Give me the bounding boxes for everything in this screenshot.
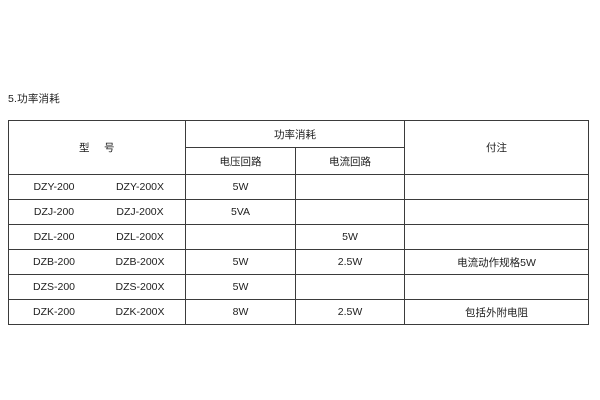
cell-current xyxy=(295,199,405,225)
table-row: DZK-200 DZK-200X 8W 2.5W 包括外附电阻 xyxy=(8,299,589,325)
cell-voltage: 5W xyxy=(185,249,296,275)
table-row: DZL-200 DZL-200X 5W xyxy=(8,224,589,250)
model-name-secondary: DZL-200X xyxy=(116,231,164,243)
cell-model: DZS-200 DZS-200X xyxy=(8,274,186,300)
cell-remark xyxy=(404,274,589,300)
table-header: 型号 功率消耗 付注 电压回路 电流回路 xyxy=(8,120,589,175)
header-cell-voltage-circuit: 电压回路 xyxy=(185,147,296,175)
model-name-secondary: DZB-200X xyxy=(115,256,165,268)
table-row: DZS-200 DZS-200X 5W xyxy=(8,274,589,300)
header-cell-remark: 付注 xyxy=(404,120,589,175)
cell-voltage: 5VA xyxy=(185,199,296,225)
cell-voltage: 8W xyxy=(185,299,296,325)
header-cell-current-circuit: 电流回路 xyxy=(295,147,405,175)
cell-model: DZY-200 DZY-200X xyxy=(8,174,186,200)
table-body: DZY-200 DZY-200X 5W DZJ-200 DZJ-200X 5VA xyxy=(8,174,589,325)
cell-remark: 包括外附电阻 xyxy=(404,299,589,325)
cell-model: DZJ-200 DZJ-200X xyxy=(8,199,186,225)
model-name-primary: DZK-200 xyxy=(32,306,75,318)
cell-current xyxy=(295,274,405,300)
cell-current: 5W xyxy=(295,224,405,250)
cell-voltage: 5W xyxy=(185,174,296,200)
header-model-char-2: 号 xyxy=(104,142,115,154)
table-row: DZJ-200 DZJ-200X 5VA xyxy=(8,199,589,225)
cell-remark xyxy=(404,174,589,200)
model-name-primary: DZY-200 xyxy=(33,181,75,193)
cell-model: DZK-200 DZK-200X xyxy=(8,299,186,325)
table-row: DZB-200 DZB-200X 5W 2.5W 电流动作规格5W xyxy=(8,249,589,275)
section-title: 5.功率消耗 xyxy=(8,93,60,105)
cell-model: DZL-200 DZL-200X xyxy=(8,224,186,250)
model-name-secondary: DZS-200X xyxy=(115,281,165,293)
cell-current xyxy=(295,174,405,200)
cell-remark xyxy=(404,224,589,250)
model-name-secondary: DZY-200X xyxy=(115,181,165,193)
power-consumption-table: 型号 功率消耗 付注 电压回路 电流回路 DZY-200 DZY-200X 5W xyxy=(8,120,589,325)
model-name-secondary: DZK-200X xyxy=(115,306,165,318)
model-name-primary: DZJ-200 xyxy=(33,206,75,218)
cell-remark: 电流动作规格5W xyxy=(404,249,589,275)
header-model-char-1: 型 xyxy=(79,142,90,154)
cell-model: DZB-200 DZB-200X xyxy=(8,249,186,275)
model-name-primary: DZS-200 xyxy=(32,281,75,293)
cell-voltage xyxy=(185,224,296,250)
cell-current: 2.5W xyxy=(295,299,405,325)
model-name-primary: DZL-200 xyxy=(33,231,75,243)
cell-voltage: 5W xyxy=(185,274,296,300)
table-row: DZY-200 DZY-200X 5W xyxy=(8,174,589,200)
header-row-sub: 电压回路 电流回路 xyxy=(9,147,589,175)
cell-remark xyxy=(404,199,589,225)
cell-current: 2.5W xyxy=(295,249,405,275)
model-name-primary: DZB-200 xyxy=(32,256,75,268)
header-cell-group-power: 功率消耗 xyxy=(185,120,405,148)
header-cell-model: 型号 xyxy=(8,120,186,175)
header-row-top: 型号 功率消耗 付注 xyxy=(8,120,589,175)
model-name-secondary: DZJ-200X xyxy=(116,206,164,218)
